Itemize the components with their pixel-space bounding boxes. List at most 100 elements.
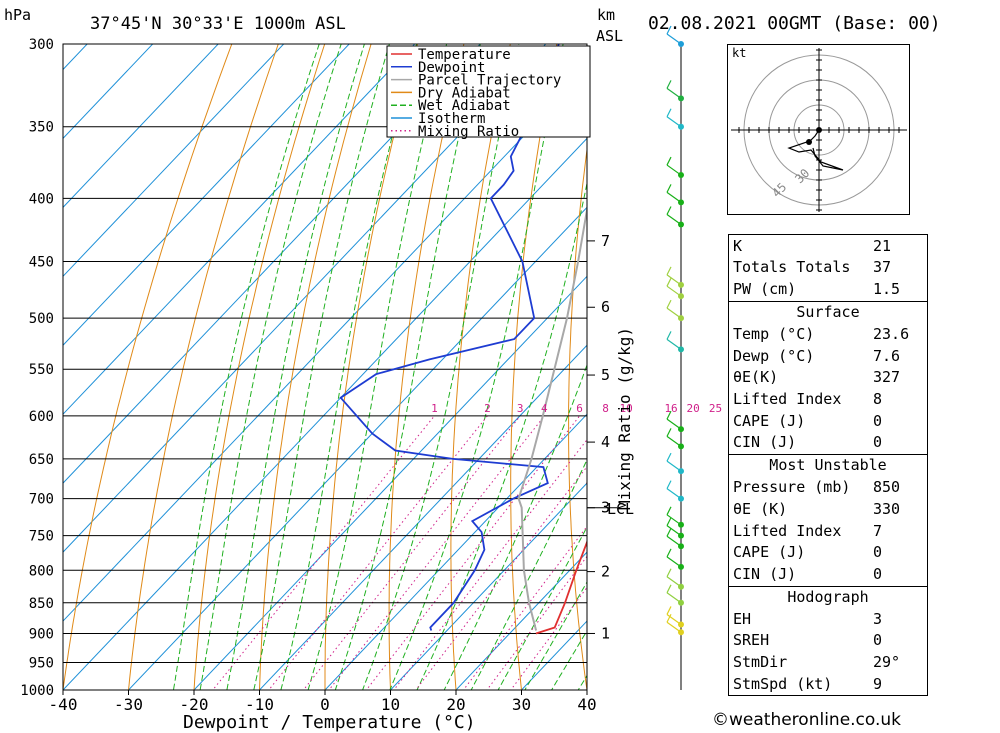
temperature-curve xyxy=(535,481,587,635)
wind-barb-flag xyxy=(666,506,672,516)
wind-barb-flag xyxy=(666,606,672,615)
surface-row: CAPE (J) 0 xyxy=(729,410,927,432)
isotherm-line xyxy=(258,344,587,690)
x-tick-label: 0 xyxy=(320,695,330,714)
index-label: Totals Totals xyxy=(733,258,851,277)
hodograph-stat-row: StmDir 29° xyxy=(729,651,927,673)
wet-adiabat-line xyxy=(524,580,587,690)
isotherm-line xyxy=(63,44,88,71)
most-unstable-label: CAPE (J) xyxy=(733,543,806,562)
legend-entry: Isotherm xyxy=(418,111,485,127)
most-unstable-label: Pressure (mb) xyxy=(733,478,851,497)
isotherm-line xyxy=(127,206,587,690)
wind-barb-flag xyxy=(666,331,672,340)
wind-barb-flag xyxy=(666,584,672,594)
wind-barb-flag xyxy=(666,452,672,462)
km-tick-label: 6 xyxy=(601,298,610,316)
indices-table: K 21 Totals Totals 37 PW (cm) 1.5 Surface Tem… xyxy=(728,234,928,697)
pressure-tick-label: 950 xyxy=(29,655,54,671)
parcel-trajectory-curve xyxy=(517,204,587,631)
mixing-ratio-line xyxy=(365,415,580,690)
surface-value: 7.6 xyxy=(873,346,901,365)
dry-adiabat-line xyxy=(974,0,1000,716)
surface-row: θE(K) 327 xyxy=(729,367,927,389)
surface-label: Lifted Index xyxy=(733,389,842,408)
wind-barb-flag xyxy=(666,299,672,309)
dry-adiabat-line xyxy=(928,0,1000,716)
index-row: PW (cm) 1.5 xyxy=(729,278,927,300)
wind-barb-flag xyxy=(666,428,672,437)
isobar-lines xyxy=(63,43,587,691)
surface-label: CIN (J) xyxy=(733,433,797,452)
pressure-axis: 300 350 400 450 500 550 600 650 700 750 800 850 900 9… xyxy=(20,37,54,699)
isotherm-line xyxy=(63,44,416,415)
mixing-ratio-line xyxy=(462,525,587,690)
hodograph-stat-row: SREH 0 xyxy=(729,630,927,652)
surface-section: Surface Temp (°C) 23.6 Dewp (°C) 7.6 θE(K) 32… xyxy=(728,301,928,455)
wind-barb-shaft xyxy=(666,285,682,297)
hodograph-stat-row: EH 3 xyxy=(729,608,927,630)
hodograph-stat-label: SREH xyxy=(733,631,770,650)
hodograph-stat-value: 9 xyxy=(873,674,883,693)
surface-value: 0 xyxy=(873,411,883,430)
surface-label: θE(K) xyxy=(733,368,779,387)
hodograph-stat-value: 0 xyxy=(873,631,883,650)
wind-barb-flag xyxy=(666,277,672,287)
x-tick-label: -30 xyxy=(114,695,143,714)
wind-barb-shaft xyxy=(666,435,682,447)
most-unstable-value: 0 xyxy=(873,564,883,583)
mixing-ratio-line xyxy=(328,415,545,690)
wind-barb-shaft xyxy=(666,307,682,319)
x-tick-label: -40 xyxy=(49,695,78,714)
most-unstable-label: CIN (J) xyxy=(733,564,797,583)
surface-row: CIN (J) 0 xyxy=(729,431,927,453)
isotherm-line xyxy=(63,68,587,622)
surface-value: 0 xyxy=(873,433,883,452)
surface-row: Lifted Index 8 xyxy=(729,388,927,410)
most-unstable-row: Lifted Index 7 xyxy=(729,520,927,542)
hodograph-panel: kt 30 45 xyxy=(727,44,910,215)
wind-barb-shaft xyxy=(666,488,682,500)
surface-label: Dewp (°C) xyxy=(733,346,815,365)
most-unstable-row: Pressure (mb) 850 xyxy=(729,477,927,499)
copyright-text: ©weatheronline.co.uk xyxy=(712,710,902,730)
index-row: K 21 xyxy=(729,235,927,257)
wind-barb-flag xyxy=(666,517,672,526)
hodograph-trace xyxy=(787,129,844,171)
mixing-ratio-line xyxy=(415,465,587,690)
wind-barb-shaft xyxy=(666,338,682,350)
surface-value: 8 xyxy=(873,389,883,408)
pressure-tick-label: 850 xyxy=(29,596,54,612)
hodograph-stat-label: EH xyxy=(733,609,752,628)
wind-barb-shaft xyxy=(666,535,682,547)
hodograph-origin-dot xyxy=(816,127,822,133)
mixing-ratio-label: 2 xyxy=(484,402,491,415)
pressure-tick-label: 400 xyxy=(29,191,54,207)
legend-entry: Wet Adiabat xyxy=(418,98,511,114)
legend-entry: Dewpoint xyxy=(418,60,485,76)
wind-barb-flag xyxy=(666,410,672,420)
mixing-ratio-label: 6 xyxy=(576,402,583,415)
km-tick-label: 4 xyxy=(601,433,610,451)
pressure-tick-label: 300 xyxy=(29,37,54,53)
wind-barb-shaft xyxy=(666,514,682,526)
pressure-tick-label: 1000 xyxy=(20,683,54,699)
pressure-tick-label: 650 xyxy=(29,452,54,468)
isotherm-line xyxy=(455,551,587,690)
km-tick-label: 1 xyxy=(601,624,610,642)
wind-barb-shaft xyxy=(666,418,682,430)
temperature-axis: -40 -30 -20 -10 0 10 20 30 40 xyxy=(49,690,597,714)
x-tick-label: -20 xyxy=(180,695,209,714)
surface-title: Surface xyxy=(796,302,860,321)
lcl-label: LCL xyxy=(607,500,634,518)
most-unstable-value: 0 xyxy=(873,543,883,562)
wind-barb-shaft xyxy=(666,191,682,203)
wind-barb-flag xyxy=(666,80,672,89)
location-title: 37°45'N 30°33'E 1000m ASL xyxy=(90,14,346,34)
hodograph-stat-label: StmSpd (kt) xyxy=(733,674,833,693)
index-label: K xyxy=(733,236,743,255)
legend-entry: Temperature xyxy=(418,47,511,63)
dry-adiabat-line xyxy=(193,44,326,690)
wet-adiabat-line xyxy=(470,458,587,690)
